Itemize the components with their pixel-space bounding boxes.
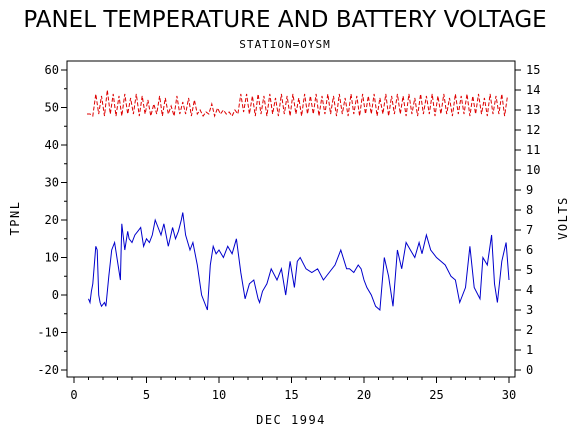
y2-tick-label: 12	[526, 123, 540, 137]
x-tick-label: 20	[357, 388, 371, 402]
chart-title: PANEL TEMPERATURE AND BATTERY VOLTAGE	[23, 7, 546, 33]
y-tick-label: -10	[37, 326, 59, 340]
y2-axis-label: VOLTS	[556, 196, 570, 240]
y2-tick-label: 7	[526, 223, 533, 237]
y2-tick-label: 14	[526, 83, 540, 97]
y2-tick-label: 9	[526, 183, 533, 197]
y-axis-ticks: -20 -10 0 10 20 30 40 50 60	[37, 63, 67, 377]
series-layer	[87, 89, 510, 312]
x-axis-ticks: 0 5 10 15 20 25 30	[70, 377, 516, 402]
x-tick-label: 10	[212, 388, 226, 402]
y-tick-label: 10	[45, 251, 59, 265]
y-tick-label: 50	[45, 101, 59, 115]
y-tick-label: 60	[45, 63, 59, 77]
y2-tick-label: 15	[526, 63, 540, 77]
y-tick-label: -20	[37, 363, 59, 377]
y2-tick-label: 5	[526, 263, 533, 277]
y2-tick-label: 2	[526, 323, 533, 337]
y-tick-label: 0	[52, 288, 59, 302]
y-axis-label: TPNL	[8, 201, 22, 236]
chart-subtitle: STATION=OYSM	[239, 38, 330, 51]
x-tick-label: 25	[429, 388, 443, 402]
panel-temperature-line	[88, 212, 510, 312]
battery-voltage-line	[87, 89, 508, 118]
y2-tick-label: 13	[526, 103, 540, 117]
y2-tick-label: 11	[526, 143, 540, 157]
x-axis-label: DEC 1994	[256, 413, 326, 427]
y-tick-label: 20	[45, 213, 59, 227]
x-tick-label: 30	[502, 388, 516, 402]
y2-tick-label: 0	[526, 363, 533, 377]
y2-tick-label: 4	[526, 283, 533, 297]
y2-tick-label: 10	[526, 163, 540, 177]
y2-tick-label: 6	[526, 243, 533, 257]
x-tick-label: 5	[143, 388, 150, 402]
y2-tick-label: 8	[526, 203, 533, 217]
x-tick-label: 15	[284, 388, 298, 402]
y-tick-label: 40	[45, 138, 59, 152]
y2-tick-label: 1	[526, 343, 533, 357]
y-tick-label: 30	[45, 176, 59, 190]
y2-tick-label: 3	[526, 303, 533, 317]
x-tick-label: 0	[70, 388, 77, 402]
